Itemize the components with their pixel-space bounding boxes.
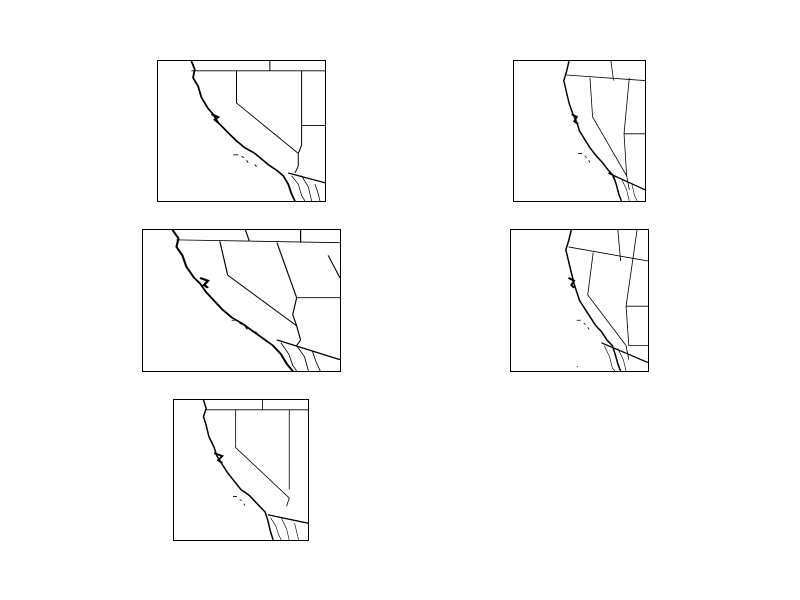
channel-islands bbox=[232, 496, 246, 506]
nevada-east-border bbox=[623, 77, 645, 135]
us-mexico-border bbox=[601, 342, 648, 364]
oregon-border bbox=[568, 246, 648, 262]
san-francisco-bay bbox=[210, 113, 221, 124]
ca-nv-border bbox=[587, 252, 630, 360]
nevada-east-border bbox=[625, 230, 648, 307]
map-3-svg bbox=[171, 230, 340, 371]
baja-outline bbox=[291, 175, 321, 201]
az-border bbox=[623, 133, 628, 176]
wa-or-border bbox=[244, 230, 302, 243]
pacific-coastline bbox=[190, 61, 296, 201]
utah-border bbox=[301, 70, 325, 126]
channel-islands bbox=[231, 319, 258, 334]
nevada-east-border bbox=[276, 242, 340, 299]
map-2-svg bbox=[563, 61, 645, 201]
map-4-svg bbox=[565, 230, 648, 371]
ca-nv-border bbox=[219, 241, 302, 346]
map-panel-2 bbox=[513, 60, 646, 202]
baja-outline bbox=[610, 172, 638, 201]
oregon-border bbox=[176, 239, 340, 244]
channel-islands bbox=[578, 152, 591, 163]
baja-outline bbox=[270, 517, 299, 540]
us-mexico-border bbox=[608, 172, 645, 191]
pacific-coastline bbox=[563, 61, 623, 201]
ca-nv-border bbox=[589, 77, 630, 190]
wa-or-border bbox=[610, 61, 614, 81]
pacific-coastline bbox=[202, 400, 274, 540]
channel-islands bbox=[576, 319, 590, 368]
us-mexico-border bbox=[276, 339, 340, 361]
baja-outline bbox=[603, 345, 627, 371]
san-francisco-bay bbox=[571, 113, 579, 125]
map-5-svg bbox=[202, 400, 308, 540]
ca-nv-border bbox=[235, 70, 299, 174]
map-panel-1 bbox=[157, 60, 326, 202]
map-panel-5 bbox=[173, 399, 309, 541]
san-francisco-bay bbox=[199, 277, 211, 289]
baja-outline bbox=[280, 342, 321, 371]
channel-islands bbox=[233, 154, 257, 167]
map-panel-3 bbox=[142, 229, 341, 372]
az-border bbox=[292, 297, 298, 326]
ca-nv-border bbox=[235, 409, 290, 507]
az-nv-border bbox=[297, 125, 303, 154]
map-panel-4 bbox=[510, 229, 649, 372]
map-1-svg bbox=[190, 61, 325, 201]
oregon-border bbox=[566, 74, 645, 82]
san-francisco-bay bbox=[568, 277, 576, 289]
az-border bbox=[625, 306, 648, 347]
us-mexico-border bbox=[267, 514, 308, 524]
wa-or-border bbox=[617, 230, 622, 262]
san-francisco-bay bbox=[213, 452, 224, 464]
us-mexico-border bbox=[288, 172, 325, 184]
utah-border bbox=[327, 255, 340, 279]
pacific-coastline bbox=[171, 230, 294, 371]
